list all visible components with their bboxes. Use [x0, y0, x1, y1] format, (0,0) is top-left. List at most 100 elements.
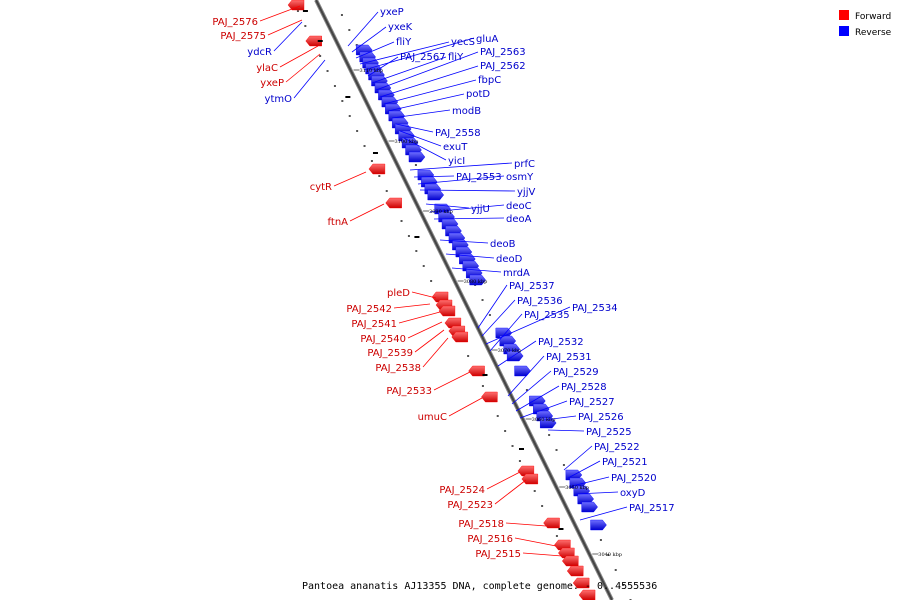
reverse-gene-block[interactable]: [581, 501, 598, 513]
reverse-leader-line: [417, 175, 505, 185]
reverse-gene-label[interactable]: PAJ_2520: [611, 473, 657, 484]
reverse-gene-label[interactable]: PAJ_2525: [586, 427, 632, 438]
reverse-leader-line: [511, 370, 552, 405]
forward-gene-label[interactable]: PAJ_2538: [375, 363, 421, 374]
reverse-gene-label[interactable]: mrdA: [503, 268, 530, 279]
forward-gene-label[interactable]: PAJ_2576: [212, 17, 258, 28]
genome-axis: [315, 0, 613, 600]
reverse-gene-label[interactable]: fbpC: [478, 75, 501, 86]
reverse-gene-label[interactable]: potD: [466, 89, 490, 100]
forward-gene-block[interactable]: [451, 331, 468, 343]
reverse-gene-label[interactable]: modB: [452, 106, 481, 117]
reverse-gene-label[interactable]: yjjV: [517, 187, 535, 198]
reverse-gene-label[interactable]: PAJ_2535: [524, 310, 570, 321]
forward-gene-label[interactable]: yxeP: [260, 78, 284, 89]
forward-leader-line: [505, 522, 547, 527]
forward-gene-label[interactable]: PAJ_2541: [351, 319, 397, 330]
forward-gene-block[interactable]: [368, 163, 386, 175]
reverse-gene-label[interactable]: deoB: [490, 239, 516, 250]
forward-gene-label[interactable]: PAJ_2539: [367, 348, 413, 359]
reverse-gene-label[interactable]: yxeK: [388, 22, 413, 33]
forward-gene-label[interactable]: PAJ_2524: [439, 485, 485, 496]
forward-gene-block[interactable]: [521, 473, 539, 485]
reverse-gene-label[interactable]: gluA: [476, 34, 498, 45]
forward-gene-block[interactable]: [438, 305, 456, 317]
reverse-gene-label[interactable]: PAJ_2522: [594, 442, 640, 453]
forward-gene-block[interactable]: [305, 35, 322, 47]
forward-gene-label[interactable]: PAJ_2523: [447, 500, 493, 511]
reverse-gene-label[interactable]: deoD: [496, 254, 523, 265]
reverse-gene-label[interactable]: ydcR: [247, 47, 272, 58]
forward-gene-label[interactable]: PAJ_2516: [467, 534, 513, 545]
forward-gene-label[interactable]: PAJ_2542: [346, 304, 392, 315]
reverse-gene-label[interactable]: PAJ_2517: [629, 503, 675, 514]
reverse-gene-label[interactable]: oxyD: [620, 488, 646, 499]
reverse-gene-label[interactable]: exuT: [443, 142, 468, 153]
forward-gene-label[interactable]: umuC: [418, 412, 447, 423]
forward-gene-label[interactable]: PAJ_2518: [458, 519, 504, 530]
forward-gene-block[interactable]: [578, 589, 596, 600]
reverse-gene-block[interactable]: [577, 493, 594, 505]
forward-gene-label[interactable]: ftnA: [328, 217, 349, 228]
reverse-gene-label[interactable]: PAJ_2527: [569, 397, 615, 408]
forward-gene-block[interactable]: [572, 577, 590, 589]
reverse-gene-label[interactable]: PAJ_2526: [578, 412, 624, 423]
forward-gene-label[interactable]: PAJ_2540: [360, 334, 406, 345]
reverse-gene-label[interactable]: PAJ_2558: [435, 128, 481, 139]
reverse-gene-block[interactable]: [427, 189, 444, 201]
reverse-leader-line: [395, 123, 434, 133]
reverse-gene-label[interactable]: PAJ_2553: [456, 172, 502, 183]
spacer-dot: [511, 445, 514, 447]
forward-gene-block[interactable]: [566, 565, 584, 577]
reverse-gene-block[interactable]: [499, 335, 517, 347]
reverse-gene-label[interactable]: PAJ_2537: [509, 281, 555, 292]
reverse-gene-block[interactable]: [529, 395, 546, 407]
reverse-gene-block[interactable]: [506, 350, 524, 362]
reverse-gene-label[interactable]: PAJ_2562: [480, 61, 526, 72]
reverse-gene-label[interactable]: PAJ_2532: [538, 337, 584, 348]
reverse-gene-label[interactable]: PAJ_2521: [602, 457, 648, 468]
reverse-gene-label[interactable]: yjjU: [471, 204, 490, 215]
reverse-gene-label[interactable]: PAJ_2563: [480, 47, 526, 58]
reverse-gene-label[interactable]: deoA: [506, 214, 532, 225]
forward-gene-label[interactable]: ylaC: [256, 63, 278, 74]
reverse-gene-block[interactable]: [514, 365, 531, 377]
reverse-gene-label[interactable]: deoC: [506, 201, 532, 212]
genome-caption: Pantoea ananatis AJ13355 DNA, complete g…: [302, 581, 657, 592]
reverse-gene-label[interactable]: yecS: [451, 37, 475, 48]
forward-gene-label[interactable]: PAJ_2533: [386, 386, 432, 397]
reverse-leader-line: [379, 65, 479, 98]
reverse-gene-label[interactable]: osmY: [506, 172, 534, 183]
forward-gene-block[interactable]: [287, 0, 305, 11]
reverse-gene-label[interactable]: PAJ_2528: [561, 382, 607, 393]
reverse-gene-label[interactable]: PAJ_2536: [517, 296, 563, 307]
reverse-gene-label[interactable]: PAJ_2534: [572, 303, 618, 314]
forward-leader-line: [433, 371, 471, 391]
label-leaders: [259, 5, 628, 557]
forward-gene-label[interactable]: PAJ_2515: [475, 549, 521, 560]
small-feature-mark: [518, 448, 524, 450]
forward-gene-label[interactable]: PAJ_2575: [220, 31, 266, 42]
reverse-gene-label[interactable]: PAJ_2567: [400, 52, 446, 63]
forward-leader-line: [514, 537, 557, 547]
reverse-gene-label[interactable]: prfC: [514, 159, 535, 170]
forward-gene-label[interactable]: cytR: [310, 182, 332, 193]
forward-gene-block[interactable]: [385, 197, 402, 209]
reverse-gene-label[interactable]: fliY: [396, 37, 412, 48]
forward-gene-block[interactable]: [481, 391, 498, 403]
reverse-gene-label[interactable]: ytmO: [265, 94, 293, 105]
reverse-gene-block[interactable]: [469, 274, 486, 286]
reverse-gene-block[interactable]: [539, 417, 557, 429]
reverse-leader-line: [375, 51, 479, 91]
reverse-gene-label[interactable]: PAJ_2531: [546, 352, 592, 363]
reverse-gene-label[interactable]: yxeP: [380, 7, 404, 18]
reverse-gene-label[interactable]: yicI: [448, 156, 465, 167]
reverse-gene-block[interactable]: [590, 519, 607, 531]
forward-gene-block[interactable]: [468, 365, 485, 377]
reverse-gene-block[interactable]: [408, 151, 426, 163]
reverse-gene-label[interactable]: fliY: [448, 52, 464, 63]
reverse-gene-label[interactable]: PAJ_2529: [553, 367, 599, 378]
forward-gene-label[interactable]: pleD: [387, 288, 410, 299]
forward-gene-block[interactable]: [543, 517, 560, 529]
